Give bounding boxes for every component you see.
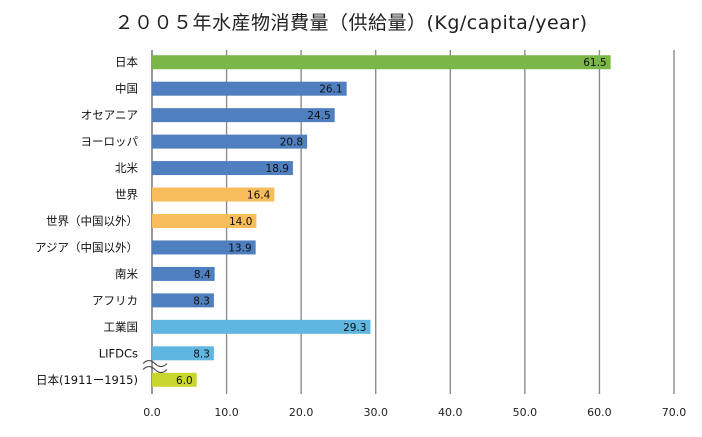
category-label: 北米 <box>115 161 138 175</box>
bar <box>152 240 256 255</box>
data-label: 13.9 <box>228 242 251 254</box>
x-tick-label: 0.0 <box>143 406 161 419</box>
axis-break-mark <box>142 360 168 368</box>
data-label: 18.9 <box>266 163 289 175</box>
category-label: 工業国 <box>104 320 139 334</box>
category-label: 日本(1911ー1915) <box>36 373 138 387</box>
x-tick-label: 50.0 <box>513 406 538 419</box>
bar <box>152 161 293 176</box>
bar <box>152 134 308 149</box>
bar <box>152 372 197 387</box>
x-tick-label: 10.0 <box>214 406 239 419</box>
category-label: 日本 <box>115 55 138 69</box>
bar <box>152 108 335 123</box>
data-label: 8.4 <box>194 269 211 281</box>
x-tick-label: 40.0 <box>438 406 463 419</box>
x-tick-label: 70.0 <box>662 406 687 419</box>
chart-title: ２００５年水産物消費量（供給量）(Kg/capita/year) <box>114 12 588 34</box>
data-label: 6.0 <box>176 375 193 387</box>
category-label: オセアニア <box>81 108 138 122</box>
category-label: ヨーロッパ <box>81 135 139 149</box>
x-tick-label: 20.0 <box>289 406 314 419</box>
category-label: アフリカ <box>92 293 138 307</box>
category-label: 世界（中国以外） <box>46 214 138 228</box>
data-label: 8.3 <box>193 295 210 307</box>
data-label: 16.4 <box>247 190 271 202</box>
category-label: アジア（中国以外） <box>35 240 138 254</box>
bar <box>152 266 215 281</box>
x-tick-label: 30.0 <box>363 406 388 419</box>
category-label: 南米 <box>115 267 138 281</box>
data-label: 14.0 <box>229 216 252 228</box>
bar <box>152 81 347 96</box>
bar <box>152 319 371 334</box>
data-label: 24.5 <box>307 110 330 122</box>
category-label: 世界 <box>115 188 138 202</box>
bar <box>152 55 611 70</box>
data-label: 29.3 <box>343 322 366 334</box>
data-label: 20.8 <box>280 137 303 149</box>
data-label: 26.1 <box>319 84 342 96</box>
category-label: 中国 <box>115 82 138 96</box>
category-label: LIFDCs <box>99 346 138 360</box>
bar <box>152 214 257 228</box>
axis-break-mark <box>142 366 168 374</box>
bar <box>152 346 214 361</box>
bar <box>152 293 214 308</box>
data-label: 61.5 <box>583 57 606 69</box>
bar <box>152 187 275 202</box>
x-tick-label: 60.0 <box>587 406 612 419</box>
data-label: 8.3 <box>193 348 210 360</box>
